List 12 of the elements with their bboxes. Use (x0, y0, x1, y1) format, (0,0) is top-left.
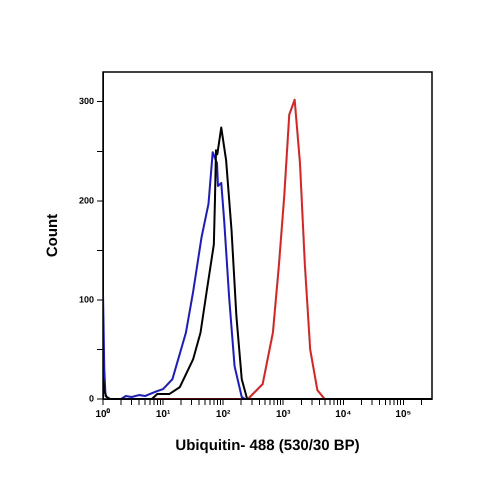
x-axis-title: Ubiquitin- 488 (530/30 BP) (175, 437, 360, 454)
y-tick-label: 0 (89, 393, 94, 404)
x-tick-label: 10³ (276, 408, 292, 420)
x-tick-label: 10⁴ (335, 408, 352, 420)
y-tick-label: 100 (78, 294, 94, 304)
x-tick-label: 10² (216, 408, 232, 420)
y-tick-label: 200 (78, 195, 94, 206)
y-tick-label: 300 (78, 96, 94, 106)
x-tick-label: 10⁰ (95, 408, 111, 420)
x-tick-label: 10¹ (156, 408, 171, 420)
x-tick-label: 10⁵ (395, 408, 412, 420)
y-axis-title: Count (44, 214, 62, 258)
